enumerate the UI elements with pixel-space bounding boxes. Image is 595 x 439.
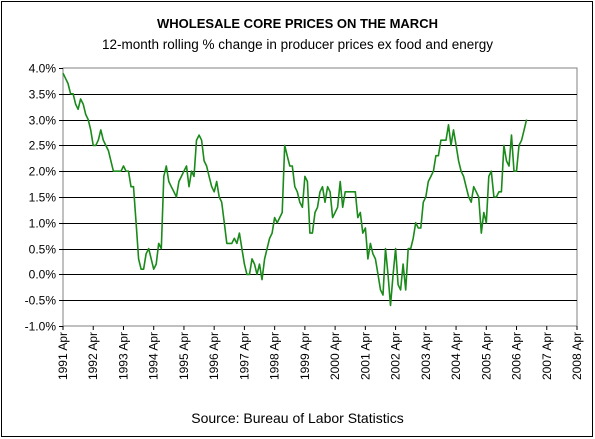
x-tick-label: 1991 Apr	[56, 332, 70, 380]
x-tick-label: 2000 Apr	[328, 332, 342, 380]
chart-source: Source: Bureau of Labor Statistics	[191, 410, 404, 426]
y-tick-label: 0.0%	[29, 268, 57, 282]
y-tick-label: -1.0%	[25, 320, 57, 334]
x-tick-label: 1996 Apr	[207, 332, 221, 380]
y-tick-label: 3.0%	[29, 114, 57, 128]
x-tick-label: 2007 Apr	[540, 332, 554, 380]
x-tick-label: 1995 Apr	[177, 332, 191, 380]
y-tick-label: 2.0%	[29, 165, 57, 179]
y-tick-label: 2.5%	[29, 139, 57, 153]
x-tick-label: 1997 Apr	[237, 332, 251, 380]
x-tick-label: 1993 Apr	[116, 332, 130, 380]
x-tick-label: 1998 Apr	[268, 332, 282, 380]
y-tick-label: 3.5%	[29, 88, 57, 102]
y-tick-label: 4.0%	[29, 62, 57, 76]
y-tick-label: 1.5%	[29, 191, 57, 205]
x-tick-label: 2008 Apr	[570, 332, 584, 380]
x-tick-label: 2003 Apr	[419, 332, 433, 380]
x-tick-label: 1999 Apr	[298, 332, 312, 380]
x-tick-label: 1994 Apr	[147, 332, 161, 380]
x-tick-label: 2005 Apr	[479, 332, 493, 380]
chart-title: WHOLESALE CORE PRICES ON THE MARCH	[157, 16, 438, 31]
series-line	[62, 72, 528, 307]
x-tick-label: 2006 Apr	[510, 332, 524, 380]
x-tick-label: 2004 Apr	[449, 332, 463, 380]
y-tick-label: 0.5%	[29, 243, 57, 257]
y-tick-label: 1.0%	[29, 217, 57, 231]
x-tick-label: 2001 Apr	[358, 332, 372, 380]
y-tick-label: -0.5%	[25, 294, 57, 308]
chart-subtitle: 12-month rolling % change in producer pr…	[102, 37, 493, 52]
x-tick-label: 1992 Apr	[86, 332, 100, 380]
x-tick-label: 2002 Apr	[389, 332, 403, 380]
